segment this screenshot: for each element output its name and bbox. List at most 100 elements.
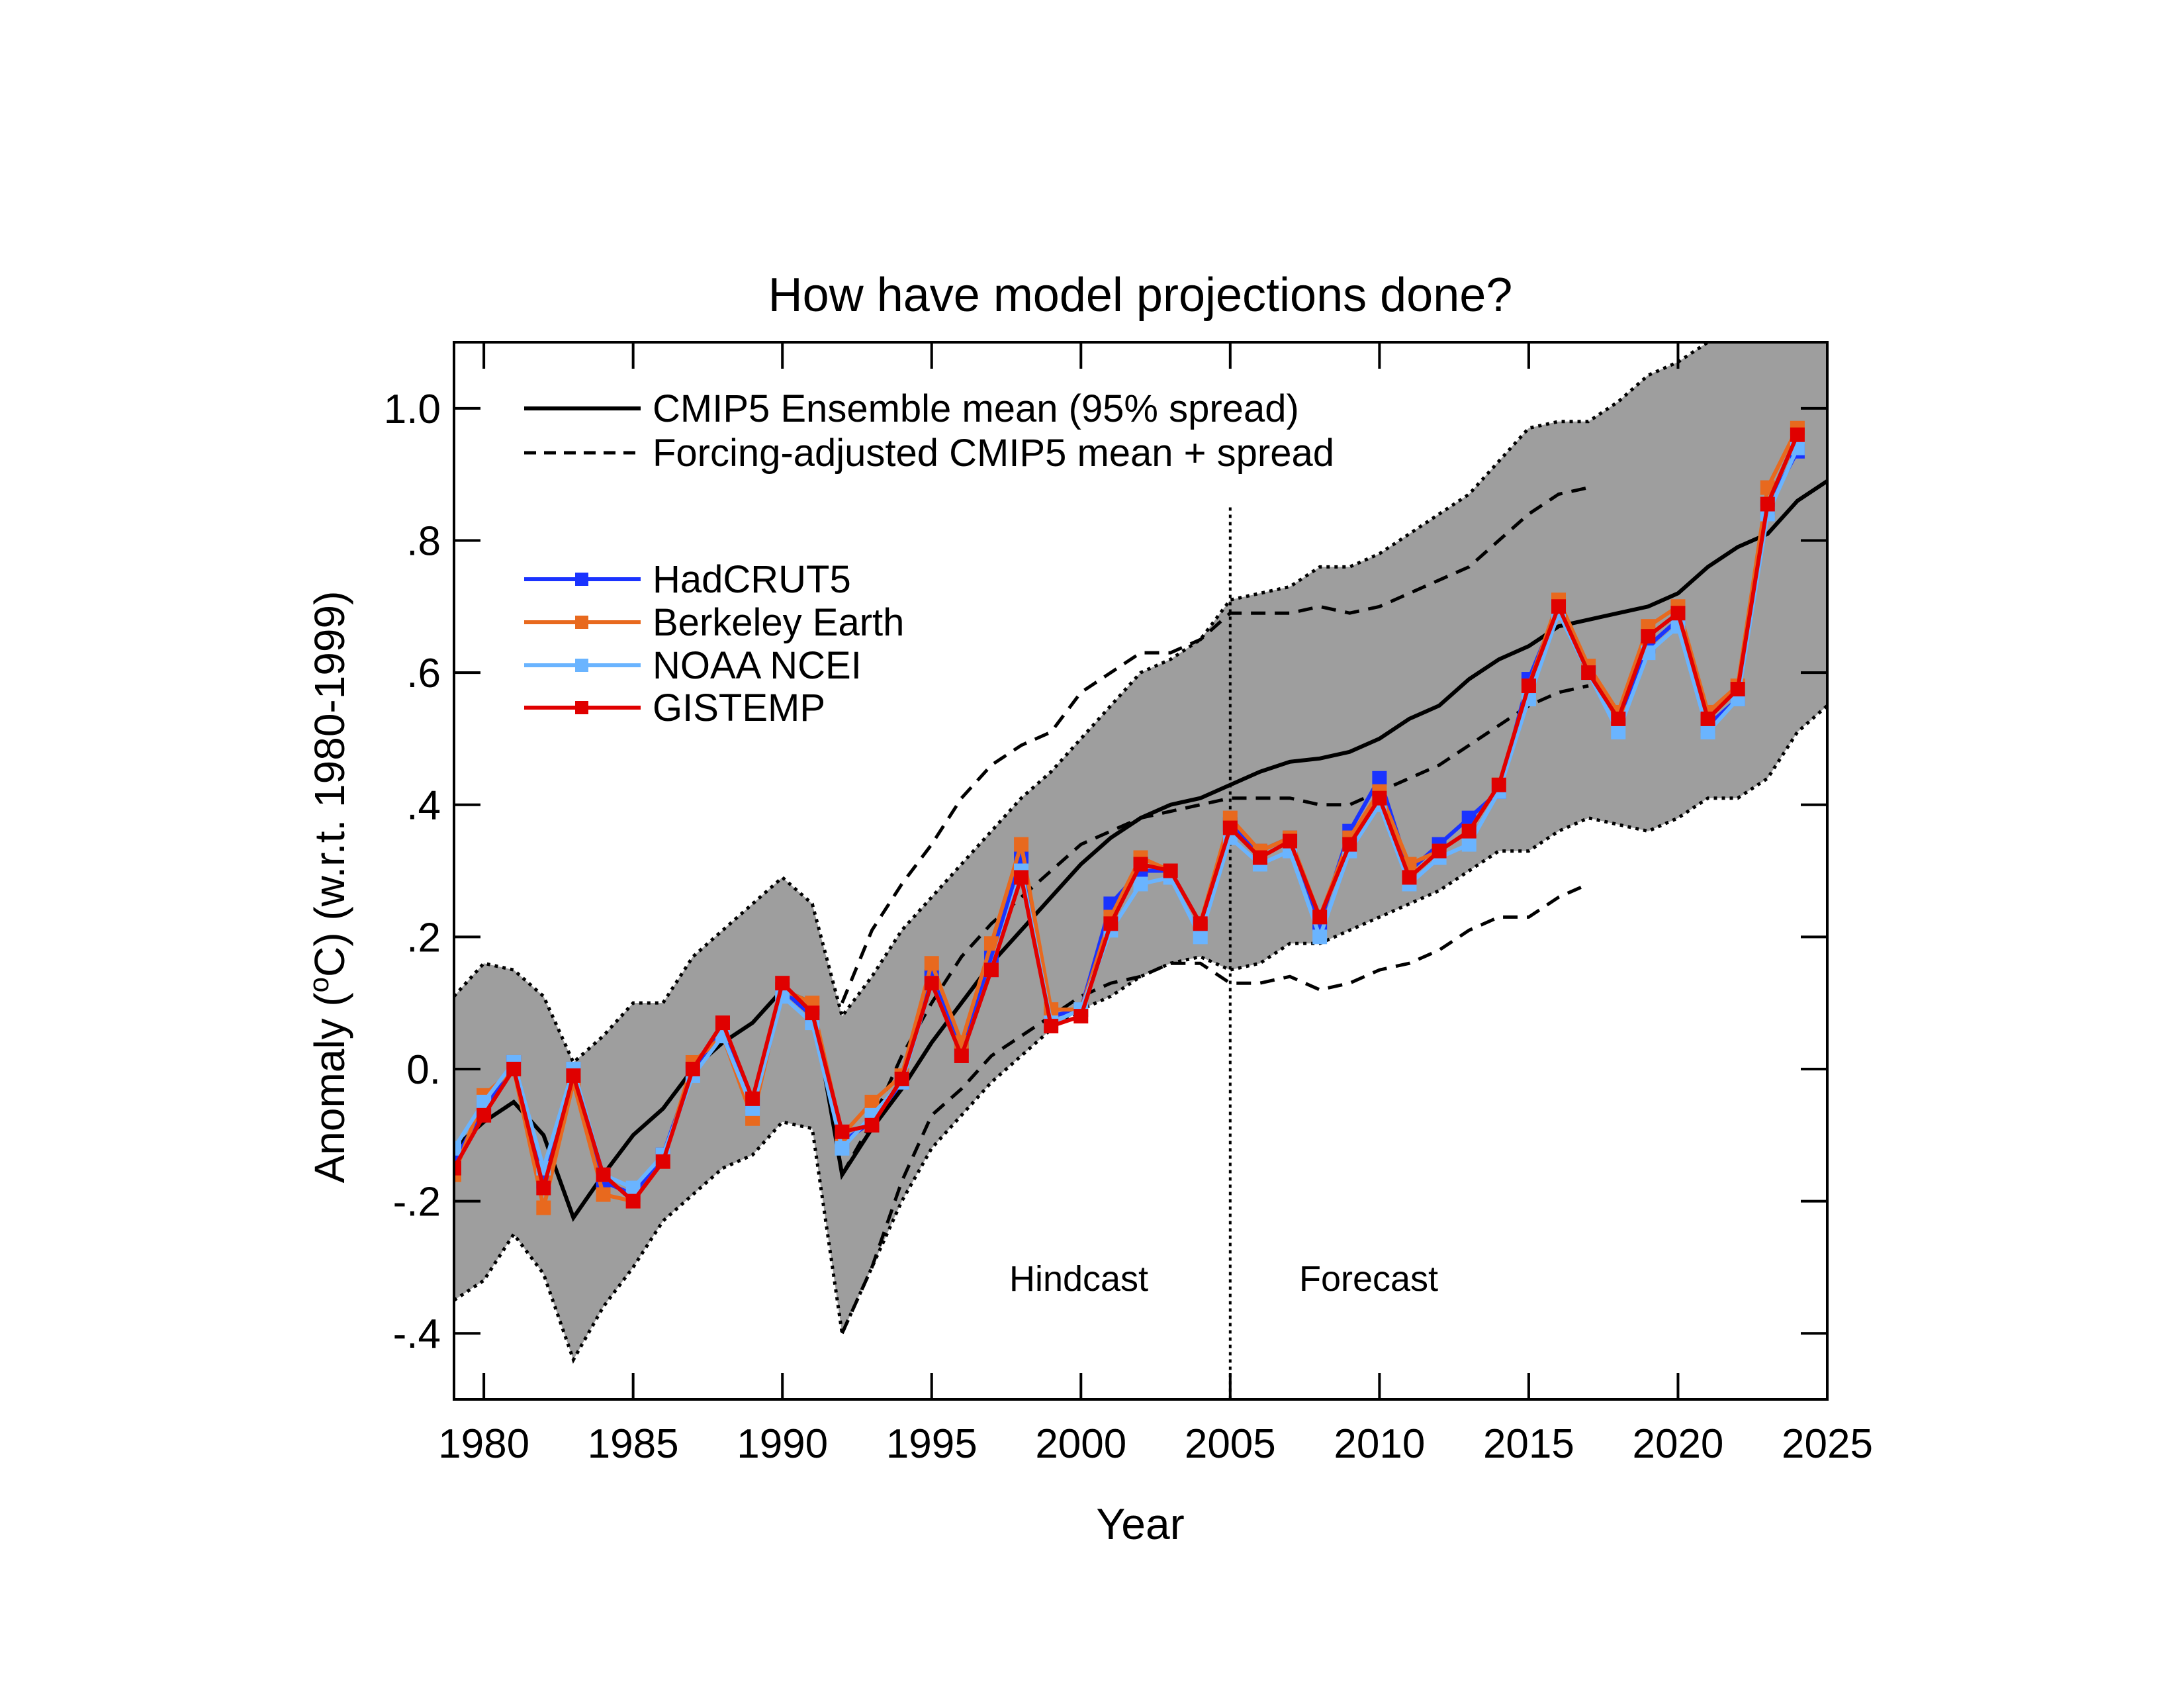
legend-label-berkeley-earth: Berkeley Earth bbox=[653, 601, 904, 644]
data-point-gistemp bbox=[1014, 870, 1029, 885]
x-tick-label: 2025 bbox=[1782, 1421, 1873, 1467]
forcing-adjusted-upper bbox=[841, 486, 1589, 1004]
legend-marker-hadcrut5 bbox=[575, 573, 588, 586]
cmip5-upper-bound bbox=[454, 342, 1711, 1066]
legend-marker-gistemp bbox=[575, 701, 588, 714]
data-point-gistemp bbox=[1551, 599, 1567, 614]
data-point-gistemp bbox=[1432, 843, 1447, 859]
data-point-gistemp bbox=[1790, 427, 1805, 442]
x-tick-label: 1990 bbox=[737, 1421, 828, 1467]
data-point-noaa-ncei bbox=[1193, 929, 1208, 945]
legend-marker-berkeley-earth bbox=[575, 616, 588, 629]
data-point-hadcrut5 bbox=[1372, 771, 1387, 786]
data-point-gistemp bbox=[1312, 910, 1328, 925]
data-point-gistemp bbox=[1044, 1019, 1059, 1034]
x-axis-label: Year bbox=[1096, 1499, 1184, 1548]
data-point-noaa-ncei bbox=[1133, 876, 1148, 892]
axes: 1980 1985 1990 1995 2000 2005 2010 2015 2020 2025… bbox=[384, 342, 1873, 1467]
data-point-gistemp bbox=[1700, 711, 1715, 726]
legend-marker-noaa-ncei bbox=[575, 659, 588, 672]
y-axis-label-pre: Anomaly ( bbox=[306, 992, 353, 1183]
y-tick-label: .8 bbox=[406, 518, 441, 564]
x-tick-label: 2005 bbox=[1185, 1421, 1276, 1467]
y-axis-label: Anomaly (oC) (w.r.t. 1980-1999) bbox=[303, 591, 353, 1184]
data-point-noaa-ncei bbox=[477, 1094, 492, 1109]
data-point-gistemp bbox=[1103, 916, 1118, 931]
data-point-gistemp bbox=[454, 1160, 461, 1176]
data-point-gistemp bbox=[596, 1167, 611, 1182]
forecast-label: Forecast bbox=[1299, 1259, 1438, 1299]
data-point-hadcrut5 bbox=[1461, 810, 1477, 825]
data-point-gistemp bbox=[983, 962, 999, 978]
data-point-gistemp bbox=[1491, 777, 1506, 792]
data-point-berkeley-earth bbox=[864, 1094, 880, 1109]
data-point-gistemp bbox=[566, 1068, 581, 1083]
x-tick-label: 2015 bbox=[1483, 1421, 1574, 1467]
forcing-adjusted-mean bbox=[841, 684, 1589, 1176]
x-tick-label: 1980 bbox=[438, 1421, 529, 1467]
y-tick-label: 1.0 bbox=[384, 387, 441, 432]
data-point-gistemp bbox=[1521, 679, 1536, 694]
data-point-gistemp bbox=[1581, 665, 1596, 680]
y-tick-label: .4 bbox=[406, 783, 441, 829]
y-tick-label: .6 bbox=[406, 651, 441, 696]
plot-frame bbox=[453, 341, 1829, 1401]
data-point-gistemp bbox=[805, 1006, 820, 1021]
data-point-noaa-ncei bbox=[454, 1141, 461, 1156]
data-point-noaa-ncei bbox=[1700, 724, 1715, 739]
x-tick-label: 2010 bbox=[1334, 1421, 1425, 1467]
data-point-gistemp bbox=[1283, 833, 1298, 849]
data-point-gistemp bbox=[1461, 823, 1477, 839]
data-point-gistemp bbox=[1163, 863, 1178, 878]
y-tick-label: 0. bbox=[406, 1047, 441, 1093]
legend: CMIP5 Ensemble mean (95% spread)Forcing-… bbox=[524, 387, 1334, 729]
y-tick-label: -.2 bbox=[393, 1180, 441, 1225]
data-point-gistemp bbox=[1252, 850, 1267, 865]
series-gistemp bbox=[454, 427, 1805, 1209]
data-point-gistemp bbox=[1222, 820, 1238, 835]
data-point-gistemp bbox=[1372, 790, 1387, 806]
data-point-gistemp bbox=[1760, 496, 1775, 512]
data-point-gistemp bbox=[1641, 629, 1656, 644]
data-point-noaa-ncei bbox=[1312, 929, 1328, 945]
data-point-gistemp bbox=[835, 1124, 850, 1139]
cmip5-lower-bound bbox=[454, 704, 1827, 1364]
y-axis-label-sup: o bbox=[303, 977, 334, 992]
legend-label-hadcrut5: HadCRUT5 bbox=[653, 558, 851, 601]
data-point-gistemp bbox=[1611, 711, 1626, 726]
legend-label-forcing-adjusted: Forcing-adjusted CMIP5 mean + spread bbox=[653, 432, 1334, 475]
data-point-gistemp bbox=[954, 1048, 969, 1063]
data-point-gistemp bbox=[536, 1180, 551, 1196]
data-point-berkeley-earth bbox=[1014, 837, 1029, 852]
data-point-gistemp bbox=[1073, 1009, 1089, 1024]
data-point-noaa-ncei bbox=[625, 1180, 641, 1196]
data-point-gistemp bbox=[655, 1154, 670, 1169]
cmip5-ensemble-mean-line bbox=[454, 479, 1827, 1222]
data-point-gistemp bbox=[715, 1015, 730, 1031]
data-point-noaa-ncei bbox=[1611, 724, 1626, 739]
legend-label-gistemp: GISTEMP bbox=[653, 686, 825, 729]
y-tick-label: .2 bbox=[406, 915, 441, 961]
data-point-gistemp bbox=[1730, 682, 1745, 697]
data-point-noaa-ncei bbox=[1461, 837, 1477, 852]
data-point-berkeley-earth bbox=[536, 1200, 551, 1215]
x-tick-label: 1985 bbox=[588, 1421, 679, 1467]
data-point-gistemp bbox=[1402, 870, 1417, 885]
data-point-gistemp bbox=[894, 1071, 909, 1086]
series-line-gistemp bbox=[454, 434, 1799, 1203]
data-point-noaa-ncei bbox=[835, 1141, 850, 1156]
data-point-gistemp bbox=[1133, 857, 1148, 872]
forcing-adjusted-lower bbox=[841, 882, 1590, 1335]
data-point-gistemp bbox=[1670, 606, 1686, 621]
data-point-gistemp bbox=[506, 1061, 522, 1076]
data-point-gistemp bbox=[625, 1194, 641, 1209]
data-point-berkeley-earth bbox=[983, 936, 999, 951]
y-axis-label-post: C) (w.r.t. 1980-1999) bbox=[306, 591, 353, 977]
legend-label-noaa-ncei: NOAA NCEI bbox=[653, 644, 862, 687]
data-point-gistemp bbox=[477, 1107, 492, 1123]
data-point-gistemp bbox=[685, 1061, 700, 1076]
chart-title: How have model projections done? bbox=[768, 269, 1513, 322]
data-point-gistemp bbox=[864, 1117, 880, 1133]
data-point-berkeley-earth bbox=[596, 1187, 611, 1202]
